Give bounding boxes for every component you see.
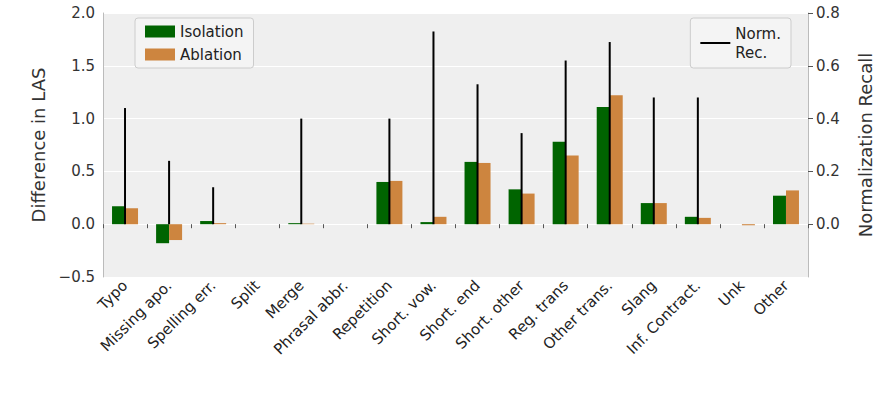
svg-text:0.0: 0.0	[816, 215, 840, 233]
svg-text:0.8: 0.8	[816, 4, 840, 22]
svg-text:0.5: 0.5	[71, 162, 95, 180]
svg-text:Short. vow.: Short. vow.	[368, 276, 440, 349]
svg-text:Missing apo.: Missing apo.	[97, 276, 176, 356]
svg-text:1.0: 1.0	[71, 110, 95, 128]
svg-text:−0.5: −0.5	[59, 268, 95, 286]
svg-text:1.5: 1.5	[71, 57, 95, 75]
svg-text:Other: Other	[750, 276, 793, 319]
svg-text:Other trans.: Other trans.	[539, 277, 616, 354]
svg-text:Unk: Unk	[715, 276, 749, 310]
svg-text:Rec.: Rec.	[735, 44, 767, 62]
svg-text:2.0: 2.0	[71, 4, 95, 22]
svg-text:Isolation: Isolation	[180, 23, 244, 41]
svg-text:Short. end: Short. end	[416, 276, 484, 345]
svg-text:Phrasal abbr.: Phrasal abbr.	[270, 277, 352, 359]
svg-text:Merge: Merge	[261, 276, 308, 323]
svg-text:0.6: 0.6	[816, 57, 840, 75]
svg-text:Short. other: Short. other	[451, 276, 528, 353]
svg-text:Inf. Contract.: Inf. Contract.	[623, 277, 704, 358]
svg-text:Reg. trans: Reg. trans	[505, 276, 572, 344]
svg-text:Normalization Recall: Normalization Recall	[855, 53, 876, 238]
svg-text:0.2: 0.2	[816, 162, 840, 180]
svg-text:0.0: 0.0	[71, 215, 95, 233]
svg-text:Ablation: Ablation	[180, 46, 242, 64]
svg-text:Split: Split	[227, 277, 263, 313]
svg-text:Norm.: Norm.	[735, 25, 781, 43]
svg-text:Repetition: Repetition	[329, 276, 396, 344]
svg-text:Typo: Typo	[94, 277, 132, 315]
svg-text:Slang: Slang	[618, 277, 660, 319]
svg-text:Difference in LAS: Difference in LAS	[28, 68, 49, 223]
svg-text:0.4: 0.4	[816, 110, 840, 128]
svg-text:Spelling err.: Spelling err.	[144, 277, 220, 353]
